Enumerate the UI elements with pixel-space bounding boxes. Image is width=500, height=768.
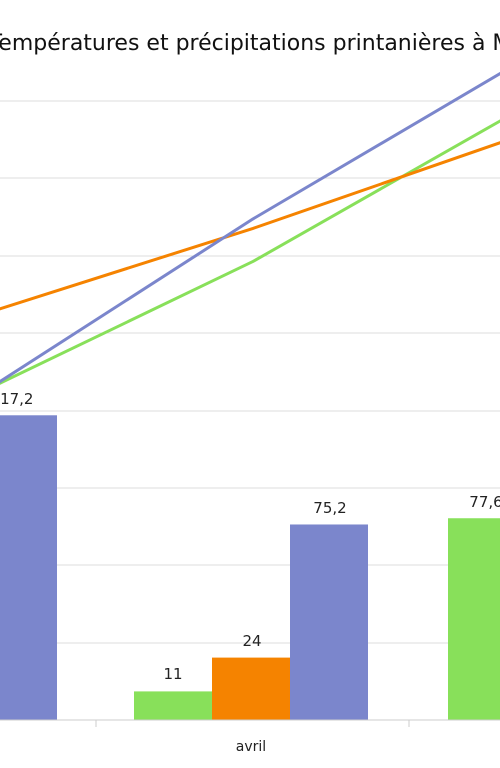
series-line (0, 71, 500, 384)
data-labels: 117,2 11 24 75,2 77,6 (0, 390, 500, 683)
bar (212, 657, 290, 720)
x-tick-label: avril (236, 739, 266, 755)
series-line (0, 141, 500, 311)
bar (134, 691, 212, 720)
lines (0, 71, 500, 385)
series-line (0, 119, 500, 385)
chart-title: Températures et précipitations printaniè… (0, 31, 500, 56)
x-axis: avril (0, 719, 500, 755)
data-label: 117,2 (0, 390, 33, 408)
data-label: 75,2 (313, 499, 346, 517)
data-label: 11 (163, 665, 182, 683)
bar (0, 415, 57, 720)
bars (0, 415, 500, 720)
bar (448, 518, 500, 720)
data-label: 77,6 (469, 493, 500, 511)
grid-lines (0, 100, 500, 644)
bar (290, 524, 368, 720)
data-label: 24 (242, 632, 261, 650)
